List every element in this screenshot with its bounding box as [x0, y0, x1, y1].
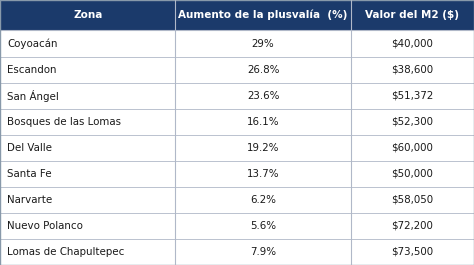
Text: $38,600: $38,600 [392, 65, 433, 74]
Bar [351, 109, 474, 135]
Bar [351, 213, 474, 239]
Text: Santa Fe: Santa Fe [7, 169, 52, 179]
Text: Coyoacán: Coyoacán [7, 38, 58, 49]
Text: 29%: 29% [252, 38, 274, 48]
Text: $52,300: $52,300 [392, 117, 433, 127]
Text: 16.1%: 16.1% [247, 117, 279, 127]
Bar [0, 109, 175, 135]
Text: Narvarte: Narvarte [7, 195, 52, 205]
Text: San Ángel: San Ángel [7, 90, 59, 101]
Bar [0, 0, 175, 30]
Bar [175, 213, 351, 239]
Text: 7.9%: 7.9% [250, 247, 276, 257]
Text: Aumento de la plusvalía  (%): Aumento de la plusvalía (%) [178, 10, 348, 20]
Text: Lomas de Chapultepec: Lomas de Chapultepec [7, 247, 125, 257]
Text: $51,372: $51,372 [391, 91, 434, 101]
Bar [0, 56, 175, 83]
Text: $40,000: $40,000 [392, 38, 433, 48]
Bar [0, 239, 175, 265]
Bar [175, 56, 351, 83]
Text: 23.6%: 23.6% [247, 91, 279, 101]
Bar [0, 83, 175, 109]
Bar [0, 135, 175, 161]
Bar [0, 187, 175, 213]
Text: $72,200: $72,200 [392, 221, 433, 231]
Text: 19.2%: 19.2% [247, 143, 279, 153]
Text: 5.6%: 5.6% [250, 221, 276, 231]
Bar [175, 30, 351, 56]
Text: Escandon: Escandon [7, 65, 56, 74]
Bar [175, 83, 351, 109]
Bar [0, 161, 175, 187]
Bar [0, 30, 175, 56]
Text: Nuevo Polanco: Nuevo Polanco [7, 221, 83, 231]
Bar [175, 135, 351, 161]
Bar [351, 239, 474, 265]
Bar [351, 0, 474, 30]
Text: 13.7%: 13.7% [247, 169, 279, 179]
Bar [351, 161, 474, 187]
Bar [175, 187, 351, 213]
Bar [351, 83, 474, 109]
Text: 6.2%: 6.2% [250, 195, 276, 205]
Text: Bosques de las Lomas: Bosques de las Lomas [7, 117, 121, 127]
Bar [351, 30, 474, 56]
Text: $60,000: $60,000 [392, 143, 433, 153]
Bar [175, 161, 351, 187]
Text: Del Valle: Del Valle [7, 143, 52, 153]
Bar [351, 135, 474, 161]
Bar [351, 56, 474, 83]
Text: $58,050: $58,050 [392, 195, 433, 205]
Text: $50,000: $50,000 [392, 169, 433, 179]
Text: Valor del M2 ($): Valor del M2 ($) [365, 10, 459, 20]
Text: $73,500: $73,500 [392, 247, 433, 257]
Text: Zona: Zona [73, 10, 102, 20]
Text: 26.8%: 26.8% [247, 65, 279, 74]
Bar [175, 0, 351, 30]
Bar [351, 187, 474, 213]
Bar [175, 109, 351, 135]
Bar [0, 213, 175, 239]
Bar [175, 239, 351, 265]
